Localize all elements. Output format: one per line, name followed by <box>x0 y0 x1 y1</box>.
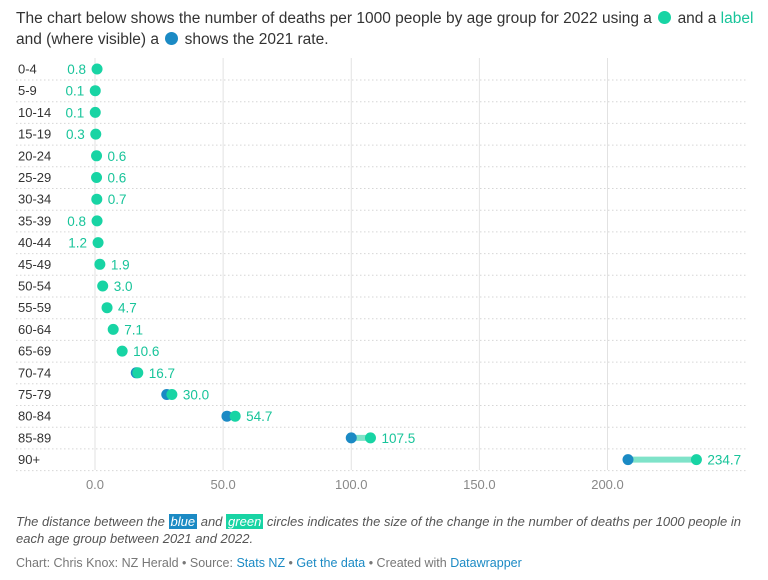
footer-separator: • <box>365 556 377 570</box>
x-tick-label: 200.0 <box>591 477 624 492</box>
value-label: 10.6 <box>133 344 159 359</box>
dot-2022 <box>364 432 376 444</box>
category-label: 90+ <box>18 452 40 467</box>
category-label: 35-39 <box>18 213 51 228</box>
x-tick-label: 50.0 <box>210 477 235 492</box>
footer-created-label: Created with <box>376 556 451 570</box>
dot-2022 <box>92 237 104 249</box>
chart-intro: The chart below shows the number of deat… <box>16 8 761 50</box>
dot-2022 <box>91 193 103 205</box>
category-label: 20-24 <box>18 148 51 163</box>
caption-text-1: The distance between the <box>16 514 165 529</box>
footer-separator: • <box>178 556 190 570</box>
caption-text-2: and <box>200 514 223 529</box>
value-label: 7.1 <box>124 322 143 337</box>
value-label: 0.8 <box>67 214 86 229</box>
dot-2022 <box>690 454 702 466</box>
footer-source-label: Source: <box>189 556 237 570</box>
chart-caption: The distance between the blue and green … <box>16 513 746 547</box>
category-label: 25-29 <box>18 170 51 185</box>
value-label: 4.7 <box>118 301 137 316</box>
dot-2022 <box>94 258 106 270</box>
dot-2022 <box>89 85 101 97</box>
value-label: 0.8 <box>67 62 86 77</box>
value-label: 0.1 <box>65 84 84 99</box>
category-label: 65-69 <box>18 344 51 359</box>
chart-footer: Chart: Chris Knox: NZ Herald • Source: S… <box>16 556 522 570</box>
category-label: 60-64 <box>18 322 51 337</box>
dot-2022 <box>90 128 102 140</box>
category-label: 10-14 <box>18 105 51 120</box>
dot-2022 <box>97 280 109 292</box>
source-link[interactable]: Stats NZ <box>236 556 286 570</box>
category-label: 55-59 <box>18 300 51 315</box>
x-tick-label: 100.0 <box>335 477 368 492</box>
value-label: 234.7 <box>707 453 741 468</box>
intro-text-2: and a <box>677 10 717 27</box>
category-label: 0-4 <box>18 62 37 77</box>
dot-range-chart: 0-4 5-9 10-14 15-19 20-24 25-29 30-34 35-39 40-4… <box>16 58 748 492</box>
dot-2022 <box>91 215 103 227</box>
dot-2022 <box>229 410 241 422</box>
dot-2021 <box>622 454 634 466</box>
intro-text-4: and (where visible) a <box>16 31 160 48</box>
value-label: 30.0 <box>183 388 209 403</box>
dot-2022 <box>166 389 178 400</box>
category-label: 45-49 <box>18 257 51 272</box>
caption-blue-highlight: blue <box>168 514 198 529</box>
green-dot-icon <box>658 11 672 24</box>
footer-credit: Chart: Chris Knox: NZ Herald <box>16 556 179 570</box>
dot-2022 <box>116 345 128 357</box>
caption-green-highlight: green <box>226 514 264 529</box>
x-tick-label: 150.0 <box>463 477 496 492</box>
blue-dot-icon <box>165 32 179 45</box>
caption-text-3: circles indicates the size of the change… <box>16 514 742 546</box>
category-label: 75-79 <box>18 387 51 402</box>
category-label: 30-34 <box>18 192 51 207</box>
dot-2021 <box>345 432 357 444</box>
category-label: 15-19 <box>18 127 51 142</box>
value-label: 1.9 <box>111 257 130 272</box>
dot-2022 <box>132 367 144 379</box>
category-label: 85-89 <box>18 430 51 445</box>
value-label: 16.7 <box>149 366 175 381</box>
dot-2021 <box>221 410 233 422</box>
dot-2022 <box>91 63 103 75</box>
value-label: 107.5 <box>381 431 415 446</box>
value-label: 0.6 <box>108 171 127 186</box>
category-label: 50-54 <box>18 279 51 294</box>
value-label: 0.6 <box>108 149 127 164</box>
x-tick-label: 0.0 <box>86 477 104 492</box>
value-label: 0.3 <box>66 127 85 142</box>
category-label: 70-74 <box>18 365 51 380</box>
datawrapper-link[interactable]: Datawrapper <box>450 556 522 570</box>
intro-text-1: The chart below shows the number of deat… <box>16 10 652 27</box>
value-label: 1.2 <box>68 236 87 251</box>
dot-2022 <box>91 150 103 162</box>
value-label: 54.7 <box>246 409 272 424</box>
footer-separator: • <box>285 556 297 570</box>
value-label: 0.1 <box>65 105 84 120</box>
category-label: 40-44 <box>18 235 51 250</box>
dot-2022 <box>107 323 119 335</box>
category-label: 5-9 <box>18 83 37 98</box>
dot-2022 <box>89 106 101 118</box>
value-label: 0.7 <box>108 192 127 207</box>
category-label: 80-84 <box>18 409 51 424</box>
value-label: 3.0 <box>114 279 133 294</box>
get-data-link[interactable]: Get the data <box>296 556 366 570</box>
dot-2022 <box>91 172 103 183</box>
dot-2022 <box>101 302 113 314</box>
intro-label-word: label <box>720 10 754 27</box>
intro-text-5: shows the 2021 rate. <box>184 31 329 48</box>
